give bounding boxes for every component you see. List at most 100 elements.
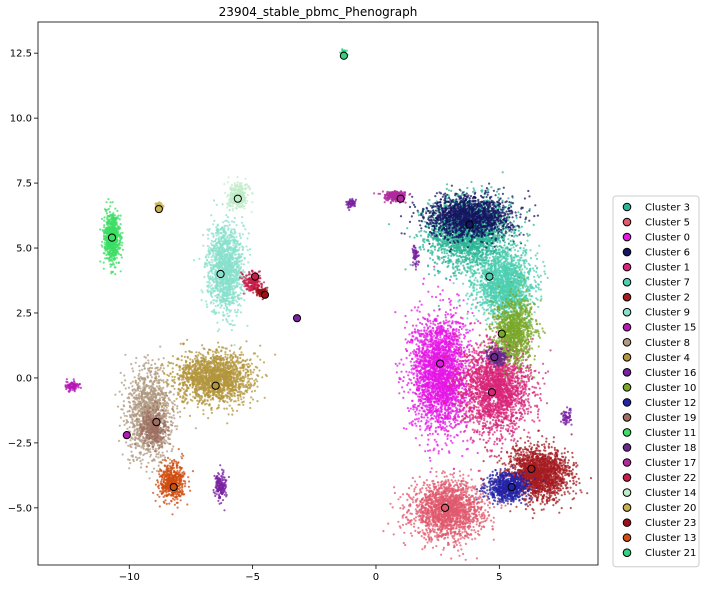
data-point: [418, 413, 420, 415]
data-point: [472, 242, 474, 244]
data-point: [463, 483, 465, 485]
data-point: [455, 498, 457, 500]
data-point: [456, 490, 458, 492]
data-point: [473, 253, 475, 255]
data-point: [469, 257, 471, 259]
data-point: [418, 231, 420, 233]
data-point: [443, 429, 445, 431]
data-point: [482, 244, 484, 246]
data-point: [496, 241, 498, 243]
data-point: [480, 528, 482, 530]
data-point: [436, 263, 438, 265]
data-point: [414, 480, 416, 482]
data-point: [406, 384, 408, 386]
data-point: [433, 489, 435, 491]
data-point: [453, 472, 455, 474]
data-point: [452, 541, 454, 543]
data-point: [455, 355, 457, 357]
data-point: [452, 263, 454, 265]
data-point: [467, 311, 469, 313]
data-point: [455, 261, 457, 263]
data-point: [435, 406, 437, 408]
data-point: [420, 416, 422, 418]
data-point: [416, 484, 418, 486]
data-point: [410, 532, 412, 534]
data-point: [526, 211, 528, 213]
data-point: [473, 529, 475, 531]
data-point: [428, 538, 430, 540]
data-point: [445, 534, 447, 536]
data-point: [469, 503, 471, 505]
data-point: [460, 490, 462, 492]
data-point: [442, 483, 444, 485]
data-point: [427, 249, 429, 251]
data-point: [459, 533, 461, 535]
data-point: [442, 420, 444, 422]
data-point: [416, 504, 418, 506]
data-point: [425, 497, 427, 499]
data-point: [490, 244, 492, 246]
data-point: [431, 296, 433, 298]
data-point: [422, 404, 424, 406]
data-point: [444, 252, 446, 254]
data-point: [411, 358, 413, 360]
data-point: [446, 486, 448, 488]
data-point: [446, 438, 448, 440]
data-point: [414, 328, 416, 330]
data-point: [425, 528, 427, 530]
data-point: [452, 356, 454, 358]
data-point: [450, 529, 452, 531]
data-point: [450, 325, 452, 327]
data-point: [436, 493, 438, 495]
data-point: [478, 502, 480, 504]
data-point: [395, 363, 397, 365]
data-point: [462, 474, 464, 476]
data-point: [403, 506, 405, 508]
data-point: [420, 330, 422, 332]
data-point: [467, 239, 469, 241]
data-point: [438, 249, 440, 251]
data-point: [447, 324, 449, 326]
data-point: [510, 240, 512, 242]
data-point: [420, 235, 422, 237]
data-point: [426, 541, 428, 543]
data-point: [520, 232, 522, 234]
data-point: [437, 433, 439, 435]
data-point: [419, 489, 421, 491]
data-point: [452, 268, 454, 270]
data-point: [451, 494, 453, 496]
data-point: [449, 301, 451, 303]
data-point: [420, 248, 422, 250]
data-point: [460, 515, 462, 517]
data-point: [436, 532, 438, 534]
data-point: [446, 188, 448, 190]
data-point: [425, 487, 427, 489]
data-point: [427, 450, 429, 452]
data-point: [437, 286, 439, 288]
data-point: [418, 418, 420, 420]
data-point: [425, 517, 427, 519]
data-point: [451, 512, 453, 514]
data-point: [405, 523, 407, 525]
data-point: [434, 248, 436, 250]
data-point: [437, 515, 439, 517]
data-point: [438, 512, 440, 514]
data-point: [440, 554, 442, 556]
data-point: [458, 258, 460, 260]
data-point: [481, 499, 483, 501]
data-point: [464, 535, 466, 537]
data-point: [441, 516, 443, 518]
data-point: [451, 535, 453, 537]
data-point: [442, 261, 444, 263]
data-point: [459, 519, 461, 521]
data-point: [471, 248, 473, 250]
data-point: [448, 189, 450, 191]
data-point: [469, 521, 471, 523]
data-point: [423, 537, 425, 539]
data-point: [422, 246, 424, 248]
data-point: [438, 529, 440, 531]
data-point: [420, 230, 422, 232]
data-point: [498, 225, 500, 227]
data-point: [441, 493, 443, 495]
data-point: [454, 496, 456, 498]
